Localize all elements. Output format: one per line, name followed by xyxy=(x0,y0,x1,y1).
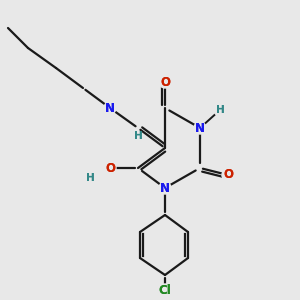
Text: N: N xyxy=(105,101,115,115)
Text: N: N xyxy=(160,182,170,194)
Circle shape xyxy=(104,102,116,114)
Text: N: N xyxy=(160,182,170,194)
Text: O: O xyxy=(105,161,115,175)
Circle shape xyxy=(84,172,96,184)
Circle shape xyxy=(104,162,116,174)
Circle shape xyxy=(222,169,234,181)
Text: N: N xyxy=(195,122,205,134)
Text: O: O xyxy=(105,161,115,175)
Text: H: H xyxy=(216,105,224,115)
Circle shape xyxy=(159,76,171,88)
Text: Cl: Cl xyxy=(159,284,171,296)
Text: H: H xyxy=(134,131,142,141)
Text: O: O xyxy=(160,76,170,88)
Text: N: N xyxy=(105,101,115,115)
Text: N: N xyxy=(195,122,205,134)
Text: H: H xyxy=(85,173,94,183)
Text: O: O xyxy=(223,169,233,182)
Circle shape xyxy=(159,284,171,296)
Circle shape xyxy=(194,122,206,134)
Text: H: H xyxy=(134,131,142,141)
Circle shape xyxy=(214,104,226,116)
Text: H: H xyxy=(85,173,94,183)
Text: Cl: Cl xyxy=(159,284,171,296)
Text: H: H xyxy=(216,105,224,115)
Circle shape xyxy=(159,182,171,194)
Text: O: O xyxy=(223,169,233,182)
Text: O: O xyxy=(160,76,170,88)
